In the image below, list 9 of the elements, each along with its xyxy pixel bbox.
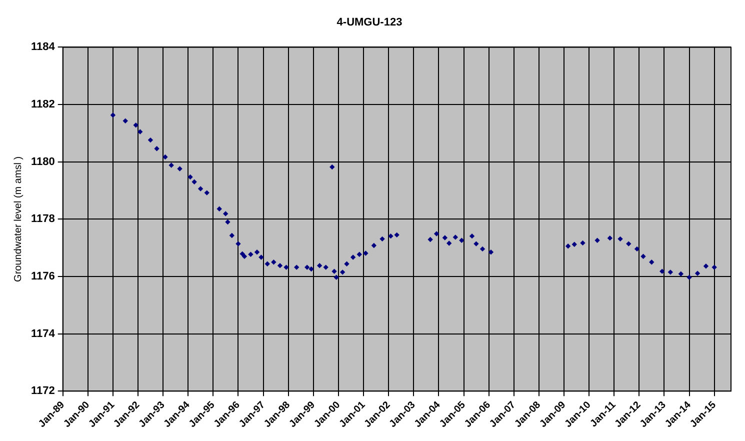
y-tick-label: 1172 <box>30 385 55 398</box>
y-tick-label: 1176 <box>30 270 55 283</box>
y-tick-label: 1184 <box>30 41 56 54</box>
y-tick-label: 1178 <box>30 213 55 226</box>
y-tick-label: 1174 <box>30 328 56 340</box>
chart-title: 4-UMGU-123 <box>336 16 402 29</box>
y-tick-label: 1182 <box>30 98 55 111</box>
y-tick-label: 1180 <box>30 156 55 168</box>
y-axis-title: Groundwater level (m amsl ) <box>12 156 24 282</box>
